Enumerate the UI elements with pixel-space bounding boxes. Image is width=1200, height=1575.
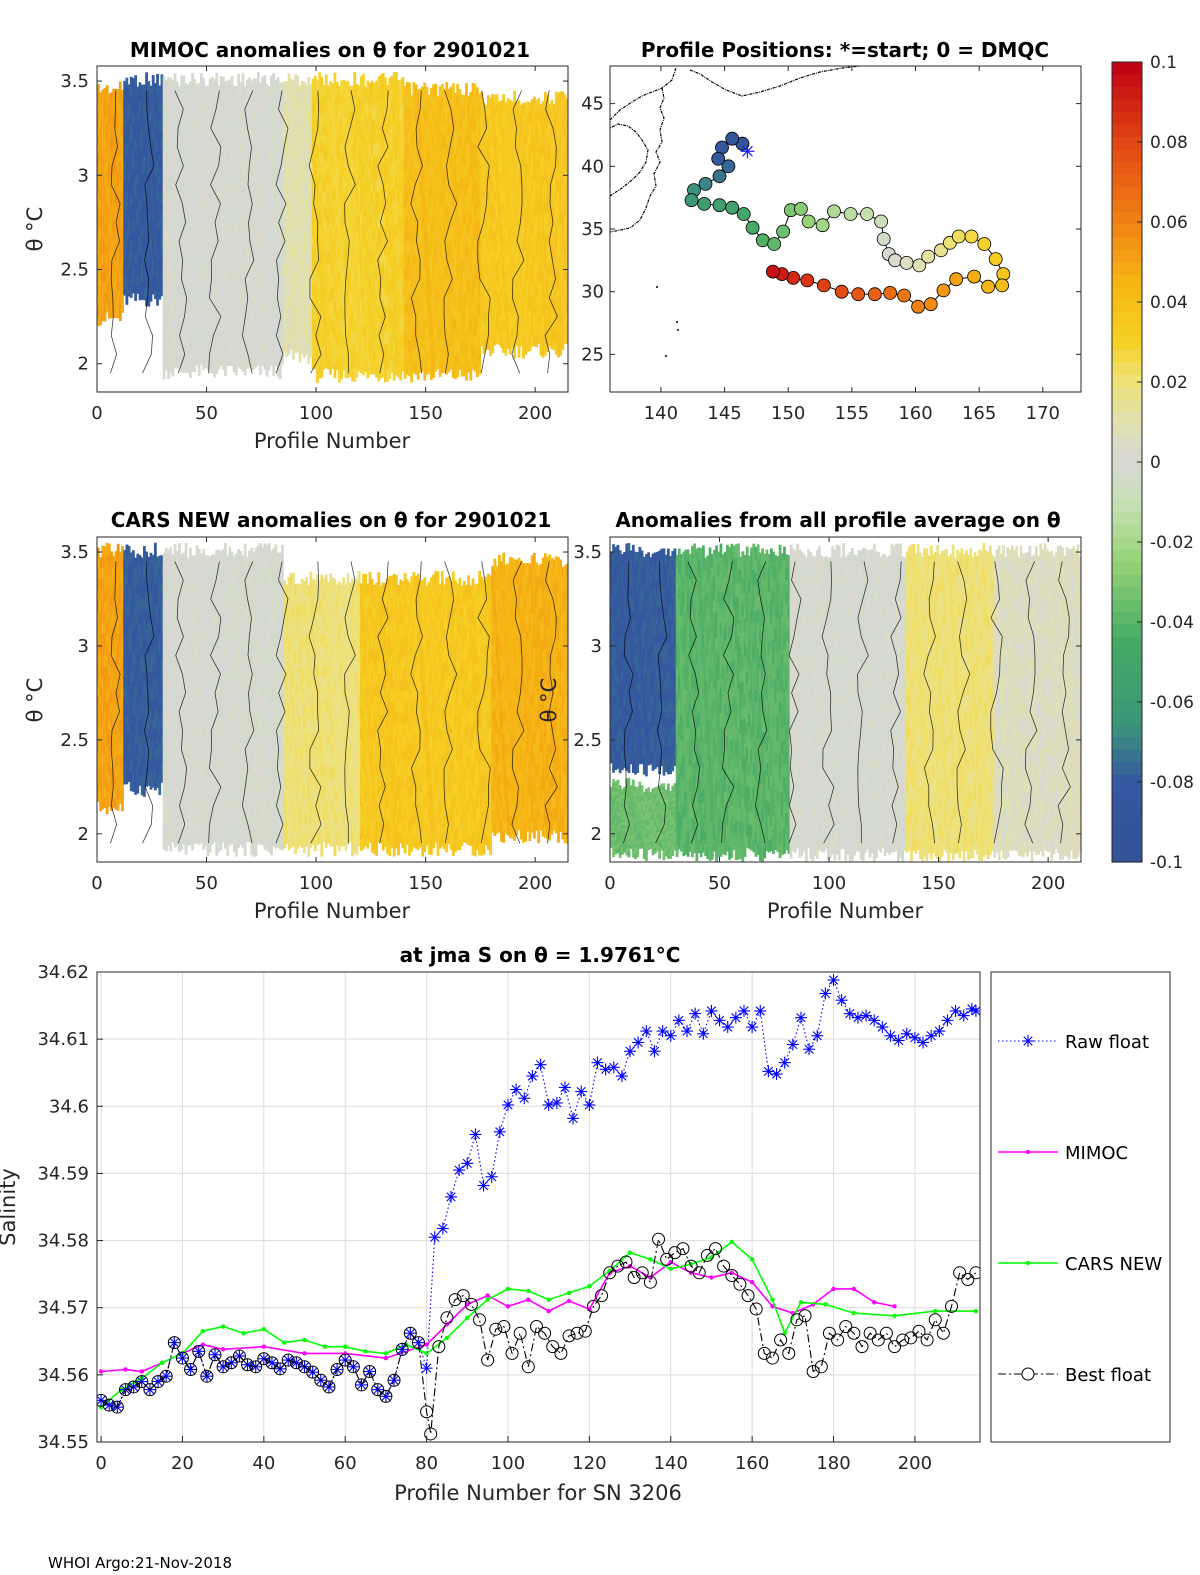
- anomaly-cell: [518, 346, 521, 357]
- anomaly-cell: [242, 73, 245, 86]
- anomaly-cell: [353, 72, 356, 85]
- anomaly-cell: [257, 72, 260, 85]
- anomaly-cell: [469, 368, 472, 381]
- figure: MIMOC anomalies on θ for 2901021 0 50 100 1…: [0, 0, 1200, 1575]
- anomaly-cell: [513, 91, 516, 103]
- mimoc-title: MIMOC anomalies on θ for 2901021: [130, 38, 530, 62]
- anomaly-cell: [478, 351, 481, 363]
- mimoc-panel: MIMOC anomalies on θ for 2901021 0 50 100 1…: [23, 38, 569, 453]
- mimoc-cells: [97, 72, 569, 383]
- anomaly-cell: [434, 84, 437, 97]
- anomaly-cell: [362, 74, 365, 87]
- anomaly-cell: [121, 303, 124, 313]
- anomaly-cell: [134, 75, 137, 85]
- anomaly-cell: [408, 82, 411, 95]
- anomaly-cell: [104, 311, 107, 321]
- anomaly-cell: [156, 74, 159, 84]
- anomaly-cell: [465, 83, 468, 96]
- anomaly-cell: [145, 72, 148, 82]
- anomaly-cell: [215, 73, 218, 86]
- anomaly-cell: [478, 362, 481, 374]
- anomaly-cell: [198, 363, 201, 376]
- anomaly-cell: [279, 366, 282, 379]
